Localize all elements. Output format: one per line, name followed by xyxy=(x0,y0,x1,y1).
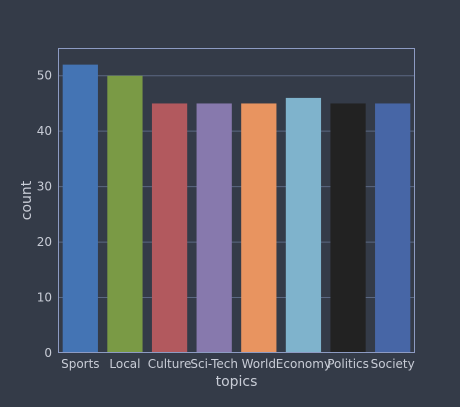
y-tick-label: 0 xyxy=(44,346,52,360)
y-tick-label: 30 xyxy=(37,180,52,194)
bar-local xyxy=(107,75,143,354)
y-tick-label: 40 xyxy=(37,124,52,138)
x-tick-label: Local xyxy=(109,357,140,371)
x-tick-label: Politics xyxy=(327,357,369,371)
x-axis-label: topics xyxy=(216,374,258,390)
y-tick-label: 50 xyxy=(37,69,52,83)
x-tick-label: Sports xyxy=(61,357,99,371)
plot-frame xyxy=(58,48,415,353)
x-tick-label: Culture xyxy=(148,357,192,371)
x-tick-label: Economy xyxy=(276,357,331,371)
y-axis-label: count xyxy=(19,180,35,220)
bar-sports xyxy=(62,64,98,354)
y-tick-label: 20 xyxy=(37,235,52,249)
bar-culture xyxy=(151,103,188,353)
bar-economy xyxy=(285,97,322,353)
bar-world xyxy=(241,103,277,353)
x-tick-label: Sci-Tech xyxy=(190,357,238,371)
bars xyxy=(62,64,411,354)
bar-society xyxy=(375,103,411,353)
y-axis-ticks: 0 10 20 30 40 50 xyxy=(37,69,52,360)
bar-politics xyxy=(330,103,366,353)
bar-sci-tech xyxy=(196,103,232,353)
y-tick-label: 10 xyxy=(37,291,52,305)
x-tick-label: World xyxy=(242,357,276,371)
x-tick-label: Society xyxy=(371,357,415,371)
